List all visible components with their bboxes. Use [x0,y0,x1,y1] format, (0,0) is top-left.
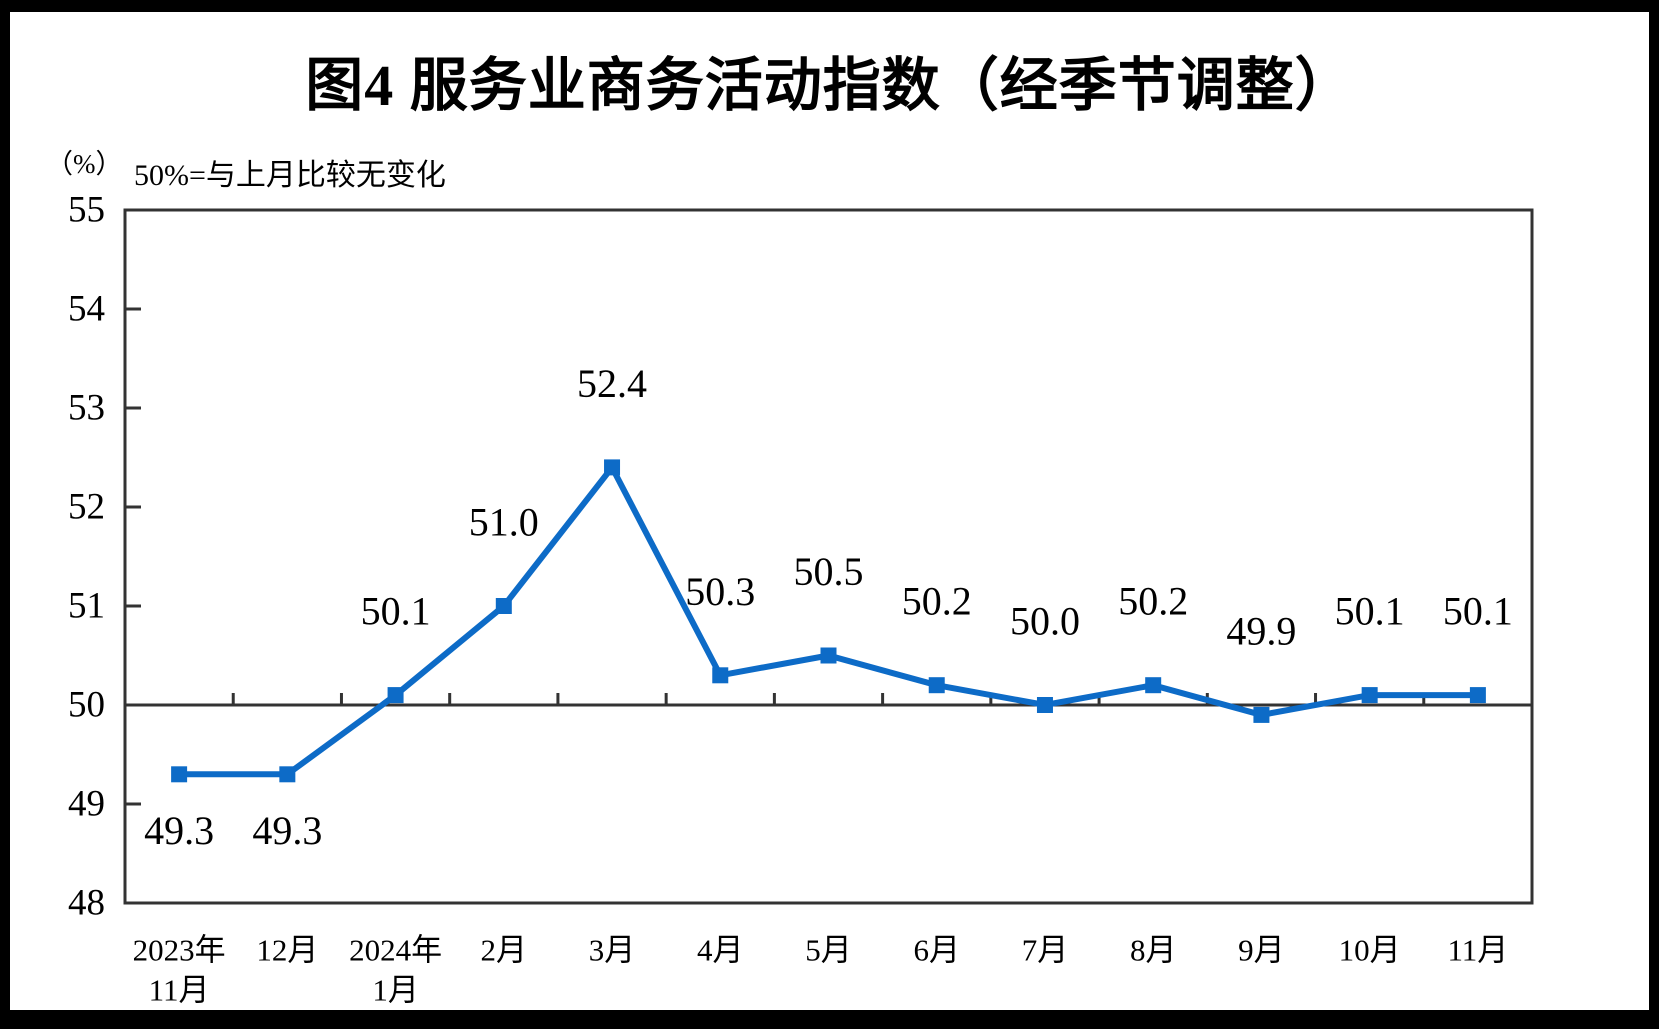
x-axis-label-line1: 2023年 [133,933,226,968]
x-axis-label-line1: 12月 [256,933,318,968]
y-axis-tick-label: 49 [68,784,105,825]
x-axis-label-line1: 4月 [697,933,744,968]
services-pmi-line-chart: 55 54 53 52 51 50 49 48 2023年 11月 12月 2024年 1月 2月 3月 4月… [68,190,1534,1008]
x-axis-label-line2: 1月 [372,973,419,1008]
data-point-marker [387,687,404,704]
x-axis-label-line1: 8月 [1130,933,1177,968]
data-point-marker [820,647,837,664]
data-point-label: 51.0 [469,500,539,545]
data-point-marker [279,766,296,783]
data-point-marker [1036,697,1053,713]
y-axis-tick-label: 53 [68,388,105,429]
y-axis-tick-label: 51 [68,586,105,627]
data-point-marker [1253,706,1270,723]
y-axis-unit-label: （%） [46,149,123,179]
data-point-marker [1145,677,1162,694]
y-axis-tick-label: 55 [68,190,105,231]
data-point-label: 50.1 [1443,589,1513,634]
chart-canvas: 图4 服务业商务活动指数（经季节调整） （%） 50%=与上月比较无变化 55 5… [10,12,1649,1010]
reference-note: 50%=与上月比较无变化 [134,159,446,192]
data-point-label: 49.3 [252,808,322,853]
x-axis-label-line1: 5月 [805,933,852,968]
x-axis-label-line1: 2024年 [349,933,442,968]
data-point-marker [712,667,729,684]
x-axis-label-line1: 3月 [589,933,636,968]
data-point-marker [171,766,188,783]
data-point-label: 50.1 [361,589,431,634]
data-point-marker [495,598,512,614]
data-point-label: 52.4 [577,361,647,406]
x-axis-label-line1: 6月 [913,933,960,968]
data-point-marker [928,677,945,694]
x-axis-label-line1: 10月 [1339,933,1401,968]
x-axis-label-line1: 11月 [1447,933,1508,968]
x-axis-label-line1: 2月 [481,933,528,968]
data-point-label: 50.2 [1118,579,1188,624]
data-point-marker [1469,687,1486,704]
y-axis-tick-label: 54 [68,289,105,330]
y-axis-tick-label: 48 [68,883,105,924]
y-axis-tick-label: 50 [68,685,105,726]
x-axis-label-line1: 9月 [1238,933,1285,968]
data-point-marker [604,459,621,476]
data-point-label: 50.3 [685,569,755,614]
y-axis-tick-label: 52 [68,487,105,528]
plot-border [123,208,1534,905]
data-point-label: 50.5 [794,549,864,594]
data-point-label: 50.0 [1010,599,1080,644]
x-axis-label-line1: 7月 [1022,933,1069,968]
chart-title: 图4 服务业商务活动指数（经季节调整） [305,53,1354,118]
data-point-marker [1361,687,1378,704]
x-axis-label-line2: 11月 [149,973,210,1008]
data-point-label: 49.3 [144,808,214,853]
data-point-label: 50.1 [1335,589,1405,634]
data-point-label: 50.2 [902,579,972,624]
data-point-label: 49.9 [1226,608,1296,653]
